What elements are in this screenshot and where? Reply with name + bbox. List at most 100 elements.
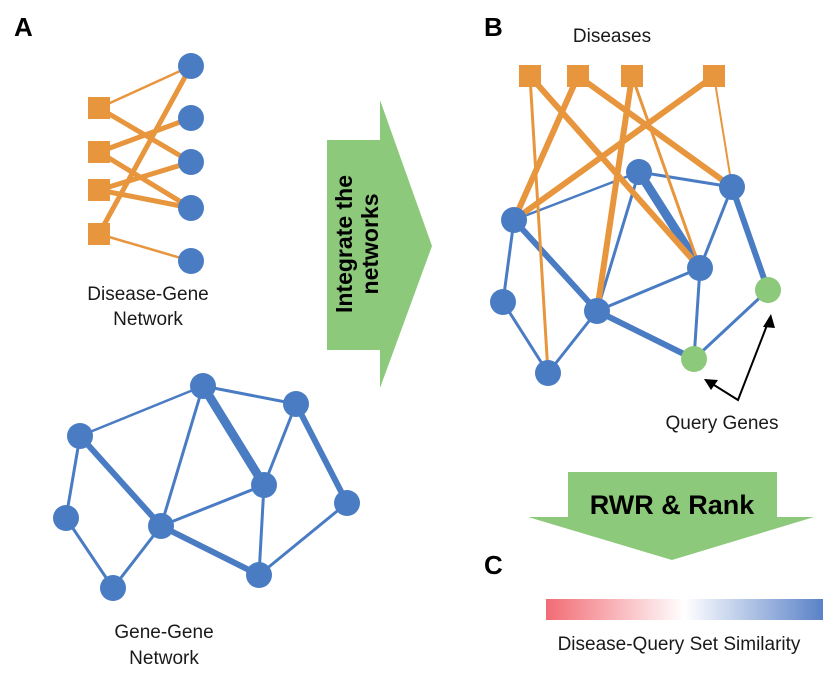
gene-node bbox=[687, 255, 713, 281]
disease-nodes bbox=[88, 97, 110, 245]
edge bbox=[594, 308, 697, 362]
gene-node bbox=[100, 575, 126, 601]
integrated-disease-edges bbox=[511, 73, 735, 375]
edge bbox=[111, 524, 163, 590]
gene-node bbox=[178, 149, 204, 175]
integrated-gene-nodes bbox=[490, 159, 745, 386]
gene-node bbox=[178, 248, 204, 274]
gene-node bbox=[501, 207, 527, 233]
edge bbox=[637, 170, 734, 189]
edge bbox=[96, 187, 194, 211]
edge bbox=[729, 184, 771, 293]
edge bbox=[78, 384, 205, 438]
panel-letter-a: A bbox=[14, 12, 33, 42]
edge bbox=[158, 523, 262, 578]
gene-node bbox=[178, 105, 204, 131]
edge bbox=[96, 149, 194, 211]
edge bbox=[159, 384, 205, 528]
integrate-label: networks bbox=[357, 194, 383, 295]
disease-node bbox=[88, 97, 110, 119]
gene-gene-network: Gene-Gene Network bbox=[53, 373, 360, 669]
disease-gene-network: Disease-Gene Network bbox=[87, 53, 209, 330]
panel-letter-c: C bbox=[484, 550, 503, 580]
similarity-label: Disease-Query Set Similarity bbox=[558, 634, 801, 655]
disease-node bbox=[88, 223, 110, 245]
gene-nodes bbox=[53, 373, 360, 601]
gene-node bbox=[53, 505, 79, 531]
edge bbox=[77, 433, 164, 529]
edge bbox=[257, 483, 266, 577]
integrated-disease-nodes bbox=[519, 65, 725, 87]
disease-gene-label: Disease-Gene bbox=[87, 284, 208, 305]
arrowhead-icon bbox=[763, 314, 775, 328]
arrow-shape bbox=[528, 472, 814, 560]
edge bbox=[96, 63, 194, 237]
gene-gene-label: Gene-Gene bbox=[114, 622, 213, 643]
edge bbox=[630, 74, 702, 270]
gene-node bbox=[490, 289, 516, 315]
integrated-network: Diseases bbox=[490, 26, 781, 434]
disease-node bbox=[519, 65, 541, 87]
edge bbox=[201, 384, 298, 406]
edge bbox=[293, 401, 350, 506]
gene-node bbox=[67, 423, 93, 449]
disease-gene-label: Network bbox=[113, 309, 183, 330]
disease-node bbox=[88, 179, 110, 201]
arrow-shape bbox=[327, 100, 432, 388]
gene-node bbox=[283, 391, 309, 417]
edge bbox=[511, 217, 600, 314]
edge bbox=[698, 185, 734, 270]
edge bbox=[64, 516, 115, 590]
similarity-scale: Disease-Query Set Similarity bbox=[546, 599, 823, 655]
pointer-line bbox=[705, 319, 770, 402]
gene-node bbox=[178, 53, 204, 79]
gene-node bbox=[719, 174, 745, 200]
edge bbox=[97, 64, 193, 110]
integrate-arrow: Integrate the networks bbox=[327, 100, 432, 388]
edge bbox=[64, 434, 82, 520]
edge bbox=[511, 73, 581, 223]
gene-node bbox=[190, 373, 216, 399]
edge bbox=[546, 309, 599, 375]
disease-node bbox=[88, 141, 110, 163]
edge bbox=[594, 73, 635, 314]
query-pointer bbox=[704, 314, 775, 402]
edge bbox=[96, 115, 194, 155]
disease-gene-edges bbox=[96, 63, 194, 263]
gene-node bbox=[148, 513, 174, 539]
edge bbox=[595, 266, 702, 313]
query-gene-nodes bbox=[681, 277, 781, 372]
query-gene-node bbox=[681, 346, 707, 372]
edge bbox=[713, 75, 733, 188]
similarity-gradient-bar bbox=[546, 599, 823, 620]
edge bbox=[528, 74, 550, 375]
gene-node bbox=[251, 472, 277, 498]
gene-node bbox=[246, 562, 272, 588]
query-gene-node bbox=[755, 277, 781, 303]
edge bbox=[97, 232, 193, 263]
gene-gene-label: Network bbox=[129, 648, 199, 669]
disease-node bbox=[621, 65, 643, 87]
edge bbox=[511, 73, 717, 223]
edge bbox=[501, 218, 516, 304]
edge bbox=[96, 159, 194, 193]
edge bbox=[575, 73, 735, 190]
gene-node bbox=[626, 159, 652, 185]
rwr-arrow: RWR & Rank bbox=[528, 472, 814, 560]
edge bbox=[257, 501, 349, 577]
edge bbox=[692, 288, 770, 361]
query-genes-label: Query Genes bbox=[666, 413, 779, 434]
edge bbox=[501, 300, 550, 375]
edge bbox=[159, 483, 266, 528]
arrowhead-icon bbox=[704, 379, 718, 390]
gene-node bbox=[584, 298, 610, 324]
integrate-label: Integrate the bbox=[331, 175, 357, 313]
edge bbox=[692, 266, 702, 361]
diseases-label: Diseases bbox=[573, 26, 651, 47]
gene-gene-edges bbox=[64, 381, 350, 590]
disease-node bbox=[567, 65, 589, 87]
panel-letter-b: B bbox=[484, 12, 503, 42]
gene-nodes bbox=[178, 53, 204, 274]
rwr-label: RWR & Rank bbox=[590, 490, 756, 520]
